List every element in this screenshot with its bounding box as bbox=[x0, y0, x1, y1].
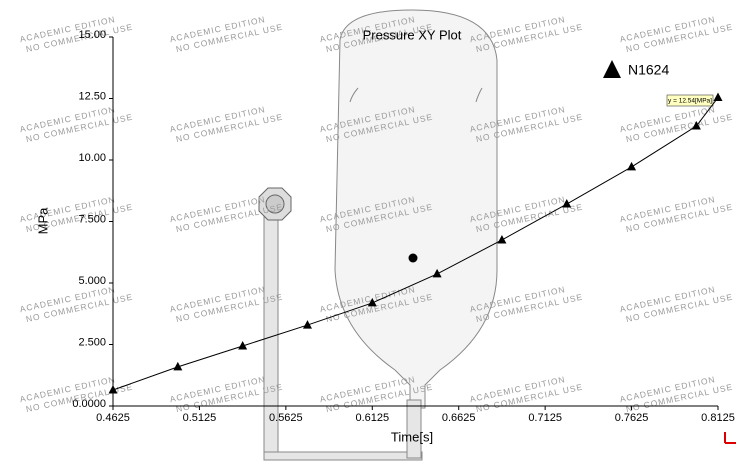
probe-leg bbox=[406, 399, 422, 459]
y-tick-label: 5.000 bbox=[78, 275, 106, 287]
probe-head-inner bbox=[265, 194, 285, 214]
x-tick-label: 0.8125 bbox=[701, 412, 735, 424]
x-axis-label: Time[s] bbox=[391, 429, 433, 444]
data-point bbox=[691, 121, 701, 130]
data-point bbox=[627, 161, 637, 171]
data-point bbox=[173, 361, 183, 371]
x-tick-label: 0.5125 bbox=[183, 412, 217, 424]
bottle-outline bbox=[334, 9, 498, 409]
probe-point bbox=[408, 253, 418, 263]
x-tick-label: 0.7125 bbox=[528, 412, 562, 424]
y-tick-label: 2.500 bbox=[78, 336, 106, 348]
y-tick-label: 7.500 bbox=[78, 213, 106, 225]
x-tick-label: 0.4625 bbox=[96, 412, 130, 424]
x-tick-label: 0.7625 bbox=[615, 412, 649, 424]
chart-title: Pressure XY Plot bbox=[363, 27, 462, 42]
x-tick-label: 0.5625 bbox=[269, 412, 303, 424]
data-point bbox=[713, 92, 723, 102]
y-tick-label: 15.00 bbox=[78, 29, 106, 41]
y-axis-label: MPa bbox=[35, 207, 50, 235]
data-point bbox=[108, 385, 118, 394]
data-point bbox=[302, 320, 312, 329]
probe-base bbox=[263, 451, 423, 461]
x-tick-label: 0.6625 bbox=[442, 412, 476, 424]
x-tick-label: 0.6125 bbox=[355, 412, 389, 424]
data-point bbox=[497, 234, 507, 244]
model-geometry bbox=[258, 9, 498, 461]
bottle-detail bbox=[349, 87, 483, 103]
data-point bbox=[238, 340, 248, 350]
y-tick-label: 0.0000 bbox=[72, 398, 106, 410]
triad bbox=[724, 432, 736, 444]
data-point bbox=[432, 268, 442, 278]
probe-label-box bbox=[666, 94, 714, 107]
y-tick-label: 12.50 bbox=[78, 90, 106, 102]
data-point bbox=[367, 297, 377, 307]
legend-label: N1624 bbox=[628, 62, 669, 78]
y-tick-label: 10.00 bbox=[78, 152, 106, 164]
probe-label: y = 12.54[MPa] bbox=[668, 98, 712, 105]
legend-marker bbox=[603, 60, 621, 78]
data-point bbox=[562, 199, 572, 208]
